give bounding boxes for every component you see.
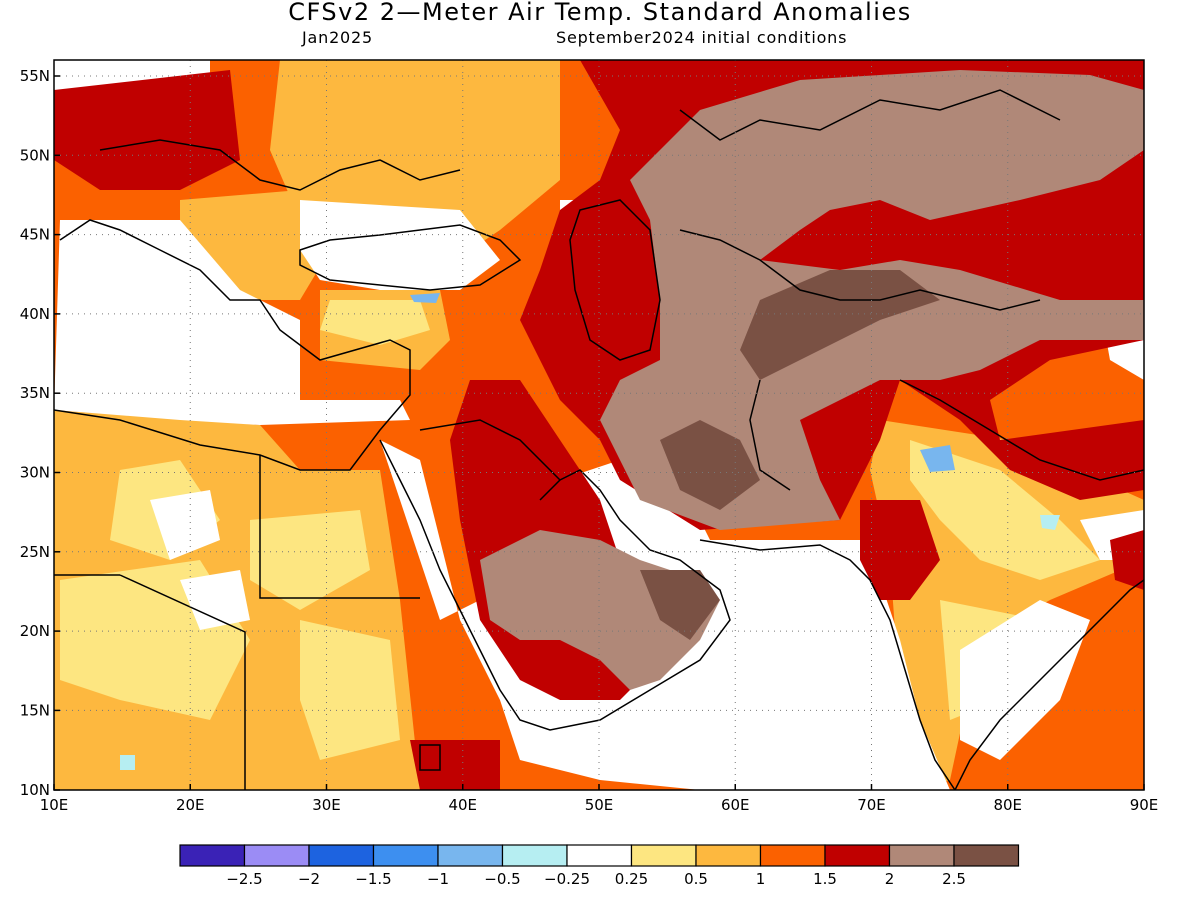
colorbar-swatch (695, 844, 762, 867)
lat-label: 45N (20, 226, 50, 244)
coastlines (54, 89, 1144, 790)
colorbar (179, 844, 1020, 867)
colorbar-swatch (953, 844, 1020, 867)
lon-label: 60E (721, 796, 750, 814)
colorbar-swatch (243, 844, 310, 867)
lon-label: 10E (40, 796, 69, 814)
chart-title: CFSv2 2—Meter Air Temp. Standard Anomali… (288, 0, 912, 26)
lat-label: 15N (20, 701, 50, 719)
colorbar-swatch (630, 844, 697, 867)
lon-label: 90E (1130, 796, 1159, 814)
lat-label: 40N (20, 305, 50, 323)
lat-label: 30N (20, 464, 50, 482)
colorbar-tick-label: 2.5 (942, 870, 966, 888)
colorbar-swatch (372, 844, 439, 867)
anomaly-shading (54, 60, 1144, 790)
forecast-month: Jan2025 (302, 28, 373, 47)
lon-label: 20E (176, 796, 205, 814)
lon-label: 40E (448, 796, 477, 814)
colorbar-tick-label: −2.5 (226, 870, 262, 888)
lat-label: 50N (20, 146, 50, 164)
colorbar-tick-label: −1.5 (355, 870, 391, 888)
colorbar-swatch (437, 844, 504, 867)
colorbar-tick-label: −2 (298, 870, 320, 888)
initial-conditions: September2024 initial conditions (556, 28, 848, 47)
lat-label: 25N (20, 543, 50, 561)
colorbar-tick-label: −0.5 (484, 870, 520, 888)
colorbar-swatch (501, 844, 568, 867)
colorbar-tick-label: −0.25 (544, 870, 590, 888)
colorbar-swatch (824, 844, 891, 867)
lat-label: 10N (20, 781, 50, 799)
colorbar-tick-label: 0.5 (684, 870, 708, 888)
lat-label: 55N (20, 67, 50, 85)
colorbar-tick-label: 1 (756, 870, 766, 888)
colorbar-tick-label: 0.25 (615, 870, 648, 888)
lat-label: 35N (20, 384, 50, 402)
colorbar-swatch (888, 844, 955, 867)
colorbar-swatch (179, 844, 246, 867)
colorbar-tick-label: 2 (885, 870, 895, 888)
longitude-labels: 10E 20E 30E 40E 50E 60E 70E 80E 90E (40, 796, 1159, 814)
colorbar-swatch (308, 844, 375, 867)
colorbar-swatch (759, 844, 826, 867)
lon-label: 50E (585, 796, 614, 814)
colorbar-labels: −2.5 −2 −1.5 −1 −0.5 −0.25 0.25 0.5 1 1.5 2 2.5 (226, 870, 966, 888)
lon-label: 70E (857, 796, 886, 814)
lat-label: 20N (20, 622, 50, 640)
colorbar-swatch (566, 844, 633, 867)
axis-ticks (53, 75, 1145, 791)
colorbar-tick-label: 1.5 (813, 870, 837, 888)
latitude-labels: 55N 50N 45N 40N 35N 30N 25N 20N 15N 10N (20, 67, 50, 799)
lon-label: 80E (993, 796, 1022, 814)
colorbar-tick-label: −1 (427, 870, 449, 888)
lon-label: 30E (312, 796, 341, 814)
